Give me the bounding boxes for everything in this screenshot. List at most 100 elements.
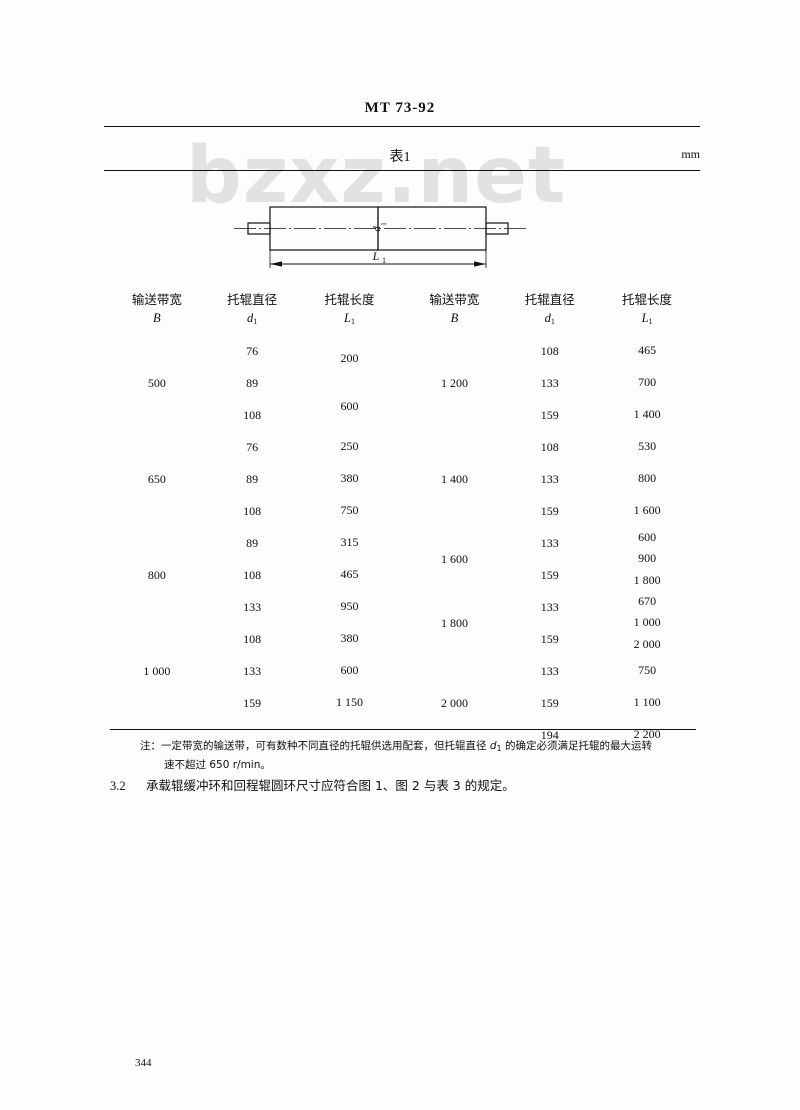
roller-length-value: 530 — [638, 439, 657, 454]
unit-label: mm — [681, 147, 700, 161]
cell-belt-width: 1 800 — [440, 615, 468, 630]
cell-roller-diameter: 159 — [540, 407, 559, 422]
cell-roller-diameter: 76 — [246, 343, 259, 358]
table-header-row: 输送带宽 B 托辊直径 d1 托辊长度 L1 输送带宽 B 托辊直径 d1 托辊长度 L1 — [110, 283, 696, 335]
page-number: 344 — [135, 1057, 152, 1069]
note-line-1: 注：一定带宽的输送带，可有数种不同直径的托辊供选用配套，但托辊直径 d1 的确定… — [140, 737, 700, 756]
roller-length-value: 2 200 — [633, 727, 661, 742]
table-row: 194 — [110, 719, 696, 751]
roller-length-value: 1 800 — [633, 572, 661, 587]
table-row: 108 159 — [110, 399, 696, 431]
cell-roller-length: 465 700 1 400 — [598, 335, 696, 431]
roller-figure: d 1 L 1 — [230, 188, 580, 270]
roller-length-value: 465 — [638, 343, 657, 358]
cell-roller-length: 250 380 750 — [301, 431, 399, 527]
header-roller-length-left: 托辊长度 L1 — [324, 291, 375, 326]
cell-roller-diameter: 194 — [540, 727, 559, 742]
watermark-text: bzxz.net — [186, 131, 567, 221]
roller-length-value: 950 — [340, 599, 359, 614]
roller-length-value: 1 600 — [633, 503, 661, 518]
cell-roller-diameter: 133 — [540, 375, 559, 390]
cell-belt-width: 650 — [147, 471, 166, 486]
roller-length-value: 315 — [340, 535, 359, 550]
roller-length-value: 465 — [340, 567, 359, 582]
cell-roller-diameter: 108 — [243, 503, 262, 518]
roller-length-value: 750 — [340, 503, 359, 518]
header-belt-width-right: 输送带宽 B — [429, 291, 480, 325]
cell-roller-diameter: 159 — [540, 695, 559, 710]
table-row: 650 76 250 380 750 1 400 108 530 800 1 600 — [110, 431, 696, 518]
table-half-separator — [398, 559, 407, 591]
roller-length-value: 250 — [340, 439, 359, 454]
cell-belt-width: 1 400 — [440, 471, 468, 486]
cell-roller-length: 750 1 100 2 200 — [598, 655, 696, 751]
table-half-separator — [398, 591, 407, 623]
table-row: 1 000 108 380 600 1 150 159 — [110, 623, 696, 710]
clause-text: 承载辊缓冲环和回程辊圆环尺寸应符合图 1、图 2 与表 3 的规定。 — [146, 778, 515, 793]
figure-d1-subscript: 1 — [380, 222, 388, 226]
roller-length-value: 2 000 — [633, 636, 661, 651]
cell-roller-length: 200 600 — [301, 335, 399, 431]
table-half-separator — [398, 463, 407, 495]
roller-length-value: 1 150 — [335, 695, 363, 710]
cell-roller-length: 315 465 950 — [301, 527, 399, 623]
roller-length-value: 200 — [340, 351, 359, 366]
table-half-separator — [398, 527, 407, 559]
cell-roller-diameter: 108 — [243, 567, 262, 582]
table-half-separator — [398, 431, 407, 463]
cell-roller-diameter: 159 — [243, 695, 262, 710]
table-row: 108 159 — [110, 559, 696, 591]
cell-roller-diameter: 133 — [243, 599, 262, 614]
table-row: 500 76 200 600 1 200 108 465 700 1 400 — [110, 335, 696, 422]
roller-length-value: 670 — [638, 594, 657, 609]
header-rule-second — [104, 170, 700, 171]
cell-roller-diameter: 159 — [540, 567, 559, 582]
cell-roller-diameter: 89 — [246, 471, 259, 486]
roller-length-value: 750 — [638, 663, 657, 678]
header-roller-length-right: 托辊长度 L1 — [622, 291, 673, 326]
table-row: 133 2 000 133 750 1 100 2 200 — [110, 655, 696, 742]
table-half-separator — [398, 623, 407, 655]
cell-belt-width: 500 — [147, 375, 166, 390]
cell-roller-length: 600 900 1 800 — [598, 527, 696, 591]
roller-length-value: 380 — [340, 631, 359, 646]
roller-length-value: 600 — [340, 399, 359, 414]
clause-number: 3.2 — [110, 779, 126, 793]
cell-roller-diameter: 108 — [540, 439, 559, 454]
cell-roller-diameter: 108 — [540, 343, 559, 358]
cell-roller-diameter: 108 — [243, 407, 262, 422]
cell-roller-diameter: 159 — [540, 503, 559, 518]
specification-table-wrapper: 输送带宽 B 托辊直径 d1 托辊长度 L1 输送带宽 B 托辊直径 d1 托辊长度 L1 500 76 2… — [110, 283, 696, 751]
cell-roller-diameter: 133 — [540, 599, 559, 614]
table-row: 159 159 — [110, 687, 696, 719]
cell-roller-diameter: 133 — [540, 471, 559, 486]
header-belt-width-left: 输送带宽 B — [131, 291, 182, 325]
table-caption: 表1 — [389, 150, 411, 165]
standard-code: MT 73-92 — [364, 100, 436, 116]
cell-roller-diameter: 159 — [540, 631, 559, 646]
table-half-separator — [398, 655, 407, 687]
cell-roller-diameter: 76 — [246, 439, 259, 454]
table-half-separator — [398, 399, 407, 431]
header-roller-diameter-right: 托辊直径 d1 — [524, 291, 575, 326]
cell-roller-length: 530 800 1 600 — [598, 431, 696, 527]
dim-arrow-left — [270, 261, 282, 267]
header-roller-diameter-left: 托辊直径 d1 — [227, 291, 278, 326]
table-row: 800 89 315 465 950 1 600 133 600 900 1 800 — [110, 527, 696, 613]
header-rule-top — [104, 126, 700, 127]
note-d-subscript: 1 — [496, 744, 502, 753]
table-bottom-rule — [110, 729, 696, 730]
cell-roller-diameter: 89 — [246, 375, 259, 390]
cell-roller-diameter: 108 — [243, 631, 262, 646]
cell-belt-width: 1 600 — [440, 551, 468, 566]
table-note: 注：一定带宽的输送带，可有数种不同直径的托辊供选用配套，但托辊直径 d1 的确定… — [140, 737, 700, 774]
cell-belt-width: 2 000 — [440, 695, 468, 710]
table-row: 89 133 — [110, 463, 696, 495]
cell-belt-width: 1 000 — [143, 663, 171, 678]
roller-length-value: 1 100 — [633, 695, 661, 710]
cell-belt-width: 800 — [147, 567, 166, 582]
figure-l1-label: L — [372, 249, 380, 263]
roller-length-value: 600 — [638, 530, 657, 545]
cell-roller-length: 380 600 1 150 — [301, 623, 399, 719]
